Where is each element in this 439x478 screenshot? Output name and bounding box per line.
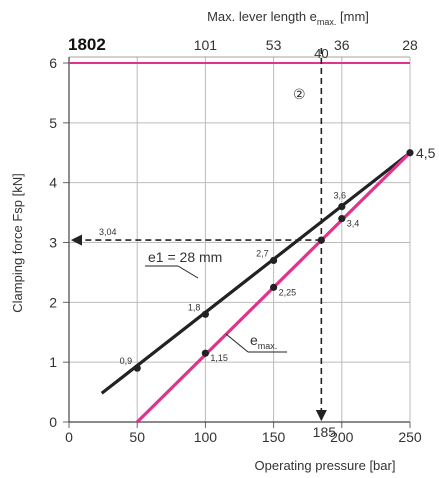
x-axis-title: Operating pressure [bar] [255,458,396,473]
y-tick-label: 5 [49,115,57,131]
data-point [201,349,209,357]
example-marker: ② [293,86,306,102]
y-tick-label: 0 [49,414,57,430]
y-tick-label: 1 [49,354,57,370]
data-point [270,283,278,291]
model-label: 1802 [68,35,106,54]
data-label: 2,25 [279,287,297,297]
example-y-label: 3,04 [99,227,117,237]
data-point [270,256,278,265]
y-axis-title: Clamping force Fsp [kN] [10,173,25,312]
data-point [406,149,414,157]
data-label: 0,9 [120,356,133,366]
series-line-e1 [100,151,411,395]
data-point [133,364,141,372]
data-label: 3,4 [347,219,360,229]
series-label-leader [225,333,249,353]
data-point [317,236,325,244]
data-point [338,203,346,211]
plot-marks [69,48,414,424]
series-label-e1: e1 = 28 mm [148,249,222,265]
data-point [338,214,346,223]
plot-labels: 0 50 100 150 200 250 0 1 2 3 4 5 6 101 53 36 28 40 185 3,04… [49,37,435,445]
x-tick-label: 250 [398,429,422,445]
data-point [201,310,209,318]
top-tick-label: 53 [266,37,282,53]
data-label: 3,6 [334,191,347,201]
x-tick-label: 200 [330,429,354,445]
data-label: 1,8 [188,302,201,312]
end-value-label: 4,5 [416,145,436,161]
y-tick-label: 2 [49,294,57,310]
x-tick-label: 50 [129,429,145,445]
x-tick-label: 100 [194,429,218,445]
y-tick-label: 6 [49,55,57,71]
top-tick-label: 28 [402,37,418,53]
series-label-emax: emax. [250,332,277,351]
top-tick-label: 101 [194,37,218,53]
example-x-label: 185 [313,424,337,440]
x-tick-label: 150 [262,429,286,445]
data-label: 1,15 [210,353,228,363]
y-tick-label: 4 [49,175,57,191]
series-label-leader [177,265,199,279]
axes [63,56,411,428]
top-axis-title: Max. lever length emax. [mm] [207,9,369,27]
top-tick-label: 40 [314,46,328,61]
x-tick-label: 0 [65,429,73,445]
top-tick-label: 36 [334,37,350,53]
y-tick-label: 3 [49,235,57,251]
data-label: 2,7 [256,248,269,258]
